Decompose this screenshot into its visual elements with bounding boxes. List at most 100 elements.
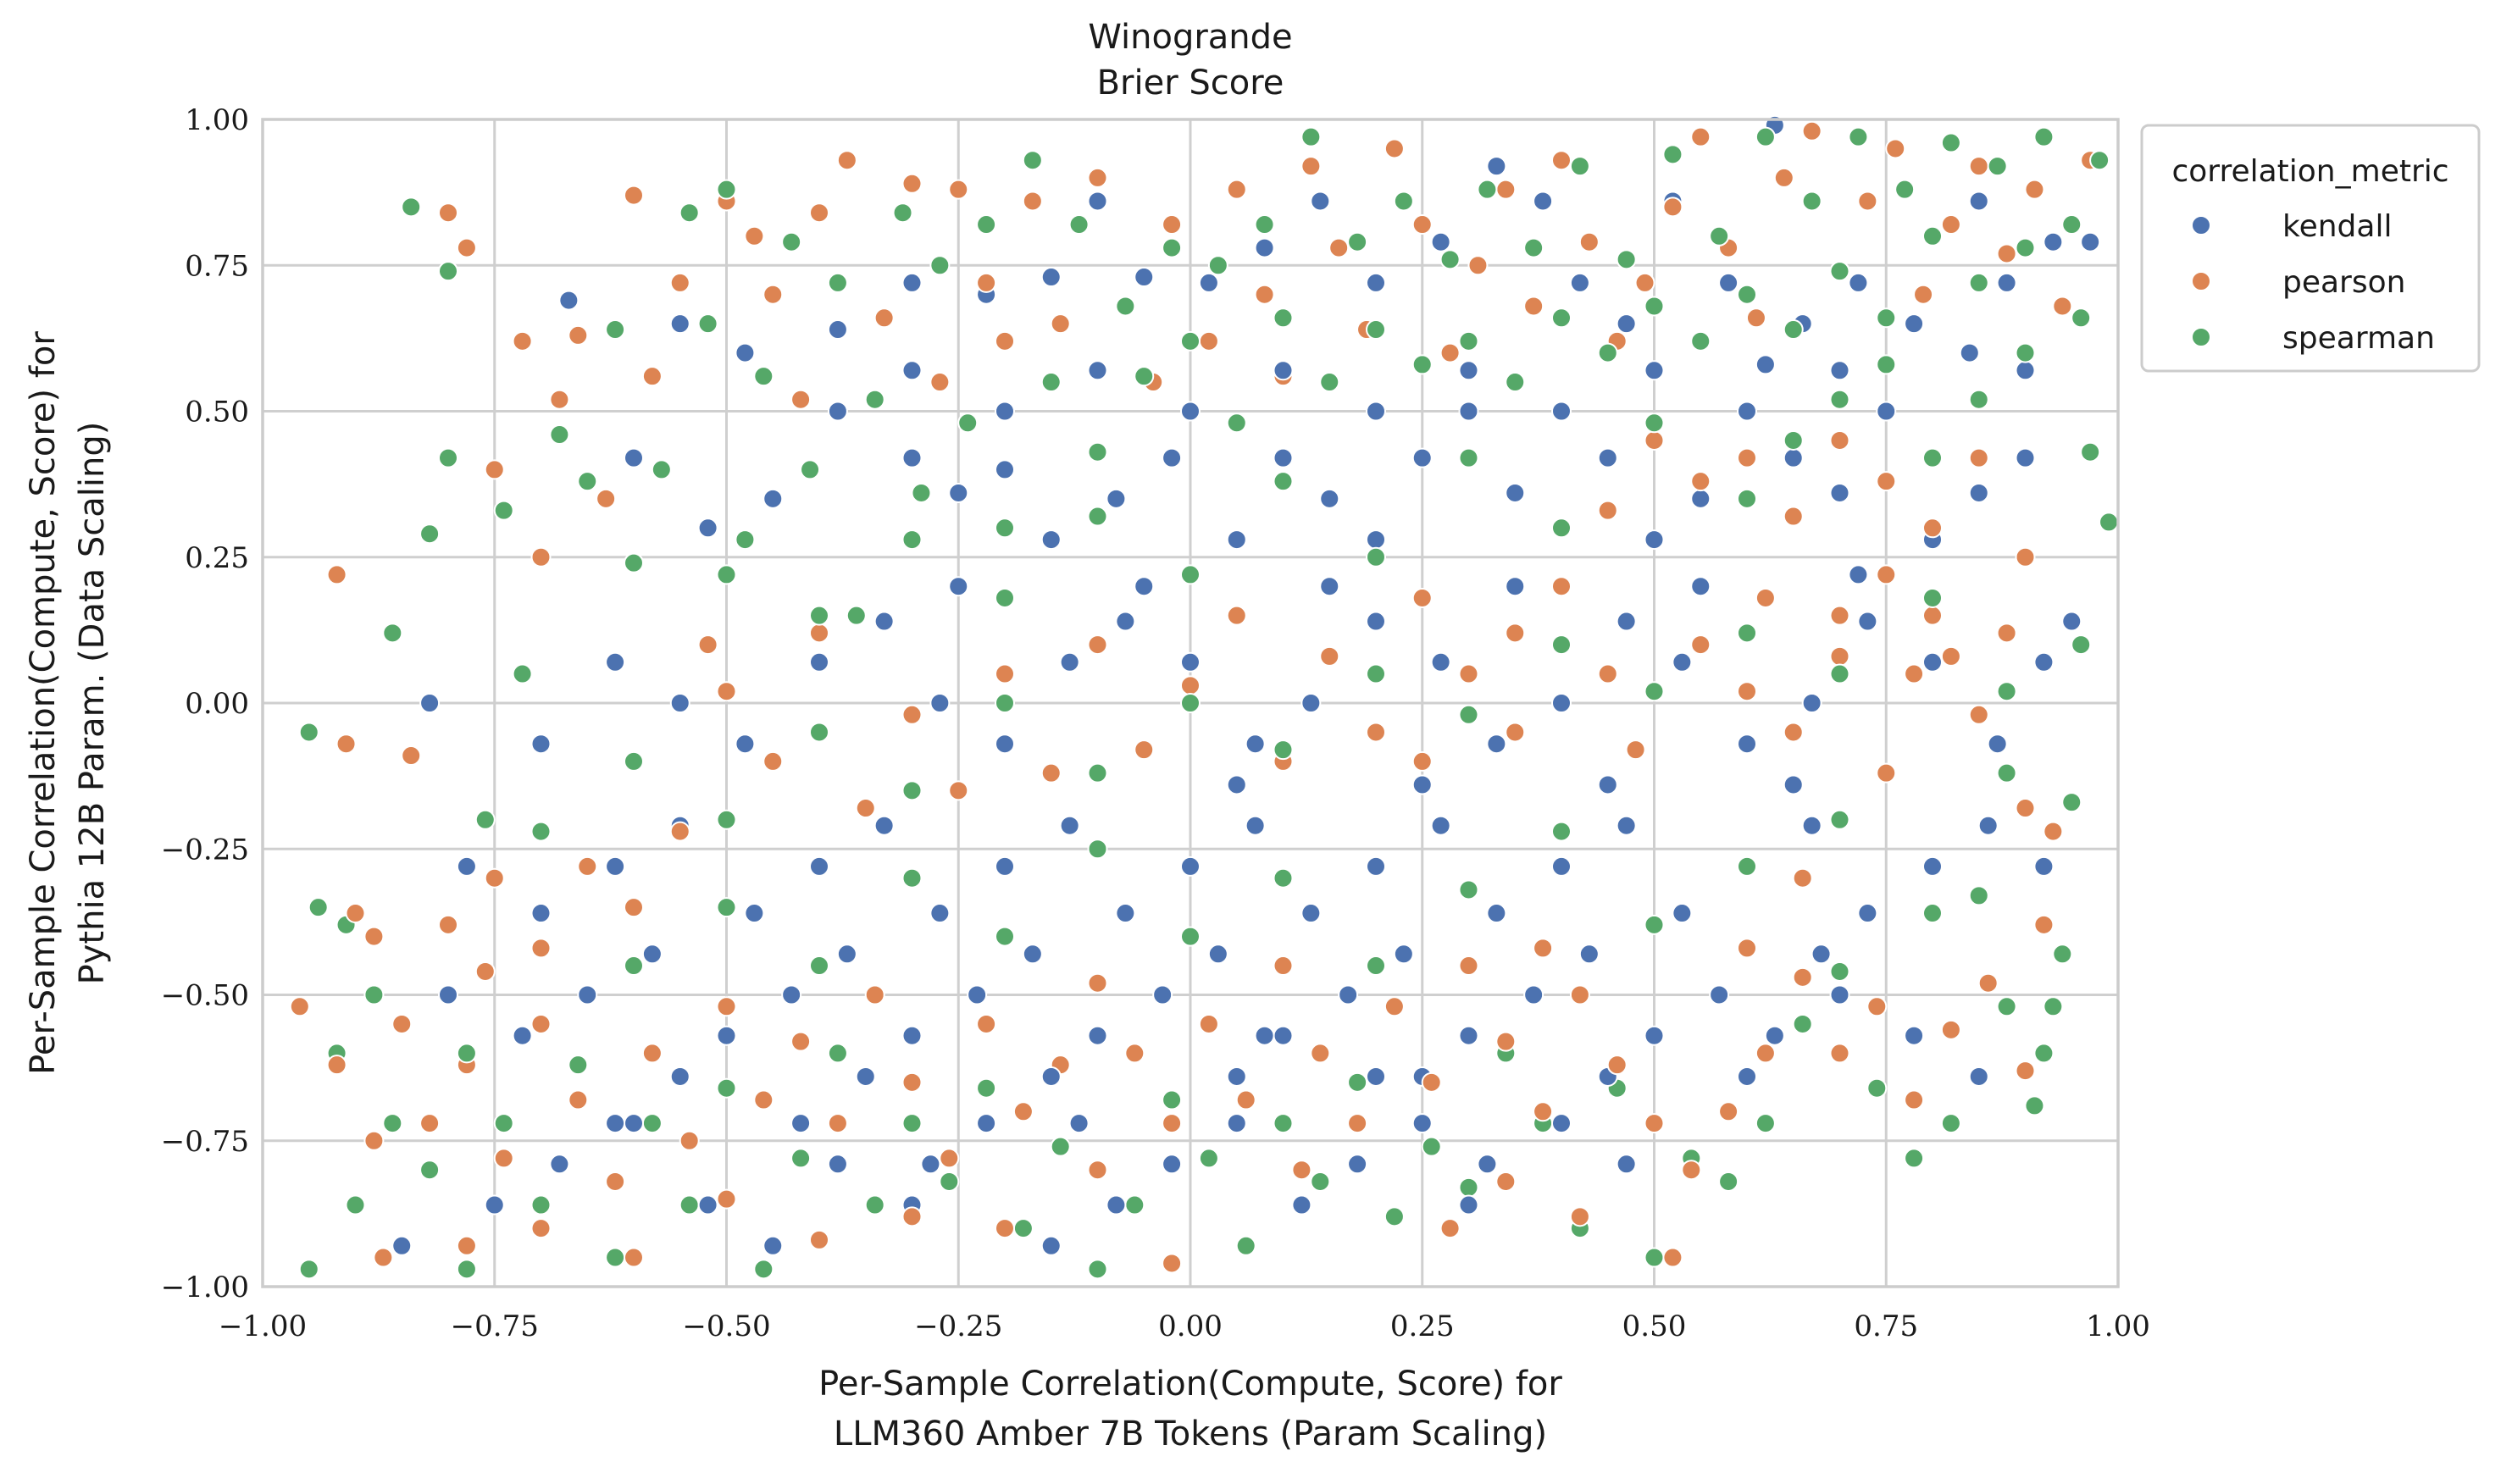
point-pearson — [1012, 1101, 1034, 1122]
point-kendall — [530, 903, 552, 924]
point-pearson — [1681, 1160, 1702, 1181]
point-spearman — [1040, 372, 1062, 393]
point-pearson — [1718, 1101, 1739, 1122]
point-kendall — [484, 1194, 505, 1215]
point-pearson — [1690, 634, 1711, 656]
point-spearman — [1968, 885, 1989, 906]
point-spearman — [827, 1043, 848, 1064]
point-pearson — [1801, 120, 1822, 141]
point-kendall — [558, 290, 580, 311]
point-spearman — [1755, 126, 1776, 147]
point-pearson — [995, 1218, 1015, 1239]
point-kendall — [1366, 1066, 1386, 1087]
point-kendall — [1106, 488, 1127, 509]
point-pearson — [1310, 1043, 1331, 1064]
point-spearman — [892, 202, 913, 224]
point-spearman — [1904, 1148, 1925, 1169]
point-pearson — [1773, 167, 1794, 188]
point-pearson — [790, 1031, 812, 1052]
point-spearman — [1662, 144, 1683, 165]
point-kendall — [1134, 267, 1155, 288]
point-pearson — [1996, 243, 2017, 264]
point-kendall — [976, 1113, 997, 1134]
point-kendall — [1273, 1025, 1294, 1046]
point-pearson — [1022, 191, 1043, 212]
point-pearson — [1866, 996, 1888, 1017]
point-kendall — [1737, 401, 1757, 422]
point-kendall — [1968, 482, 1989, 503]
point-spearman — [1273, 739, 1294, 761]
point-spearman — [1922, 447, 1943, 468]
point-pearson — [1922, 605, 1943, 626]
x-tick-label: 0.50 — [1622, 1310, 1687, 1343]
point-kendall — [1134, 576, 1155, 597]
point-spearman — [1523, 237, 1544, 258]
point-pearson — [836, 150, 857, 171]
point-spearman — [641, 1113, 663, 1134]
point-pearson — [995, 330, 1015, 352]
point-pearson — [929, 372, 951, 393]
point-spearman — [800, 459, 821, 480]
point-kendall — [1486, 734, 1507, 755]
point-spearman — [1968, 272, 1989, 293]
point-spearman — [1996, 681, 2017, 702]
x-tick-label: 0.25 — [1390, 1310, 1455, 1343]
point-spearman — [493, 1113, 514, 1134]
point-kendall — [697, 1194, 718, 1215]
x-tick-label: −0.25 — [914, 1310, 1002, 1343]
point-kendall — [1672, 651, 1693, 673]
point-pearson — [438, 202, 458, 224]
point-pearson — [809, 1229, 829, 1250]
point-kendall — [1180, 651, 1201, 673]
point-spearman — [1829, 389, 1850, 410]
point-spearman — [1347, 1071, 1368, 1093]
point-pearson — [1904, 1089, 1925, 1110]
point-spearman — [1783, 429, 1804, 451]
point-spearman — [1551, 821, 1572, 842]
point-kendall — [901, 1025, 923, 1046]
point-kendall — [1411, 447, 1433, 468]
point-kendall — [512, 1025, 533, 1046]
point-kendall — [1811, 944, 1832, 965]
point-spearman — [438, 447, 458, 468]
point-spearman — [1180, 564, 1201, 585]
point-kendall — [549, 1154, 570, 1175]
point-pearson — [289, 996, 310, 1017]
point-spearman — [995, 693, 1015, 713]
point-kendall — [1597, 447, 1618, 468]
point-kendall — [1254, 1025, 1275, 1046]
point-pearson — [1737, 447, 1757, 468]
legend-item-spearman: spearman — [2191, 321, 2435, 356]
point-kendall — [1551, 856, 1572, 877]
point-kendall — [1022, 944, 1043, 965]
point-spearman — [1310, 1171, 1331, 1192]
point-kendall — [735, 734, 756, 755]
point-spearman — [1940, 1113, 1961, 1134]
point-spearman — [995, 587, 1015, 608]
point-kendall — [809, 651, 829, 673]
point-pearson — [1180, 675, 1201, 696]
point-kendall — [1968, 1066, 1989, 1087]
point-kendall — [1310, 191, 1331, 212]
point-kendall — [1551, 401, 1572, 422]
x-tick-labels: −1.00 −0.75 −0.50 −0.25 0.00 0.25 0.50 0.75 1.00 — [219, 1310, 2150, 1343]
point-spearman — [735, 529, 756, 551]
point-kendall — [901, 360, 923, 381]
point-kendall — [2043, 231, 2064, 252]
point-spearman — [1087, 506, 1108, 527]
point-spearman — [1458, 330, 1479, 352]
point-spearman — [577, 471, 598, 492]
point-kendall — [1690, 488, 1711, 509]
point-kendall — [2033, 856, 2055, 877]
point-kendall — [1523, 984, 1544, 1005]
point-spearman — [1458, 447, 1479, 468]
point-spearman — [512, 663, 533, 684]
point-kendall — [669, 693, 690, 713]
x-axis-label-line1: Per-Sample Correlation(Compute, Score) f… — [818, 1365, 1562, 1404]
point-pearson — [1087, 167, 1108, 188]
point-kendall — [744, 903, 765, 924]
point-spearman — [2033, 126, 2055, 147]
point-kendall — [1319, 576, 1340, 597]
point-spearman — [1616, 249, 1637, 270]
point-spearman — [716, 564, 737, 585]
